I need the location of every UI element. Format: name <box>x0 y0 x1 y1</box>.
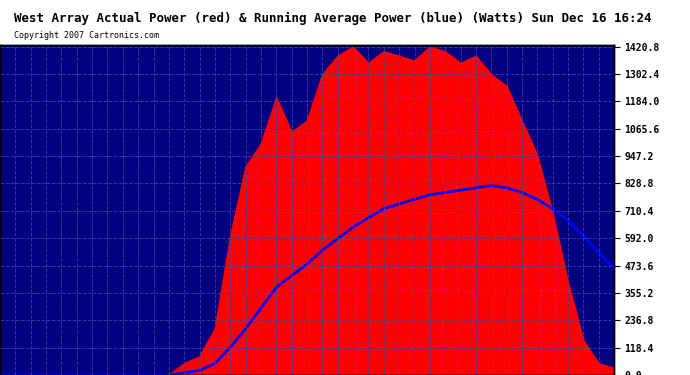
Text: West Array Actual Power (red) & Running Average Power (blue) (Watts) Sun Dec 16 : West Array Actual Power (red) & Running … <box>14 12 651 24</box>
Text: Copyright 2007 Cartronics.com: Copyright 2007 Cartronics.com <box>14 32 159 40</box>
